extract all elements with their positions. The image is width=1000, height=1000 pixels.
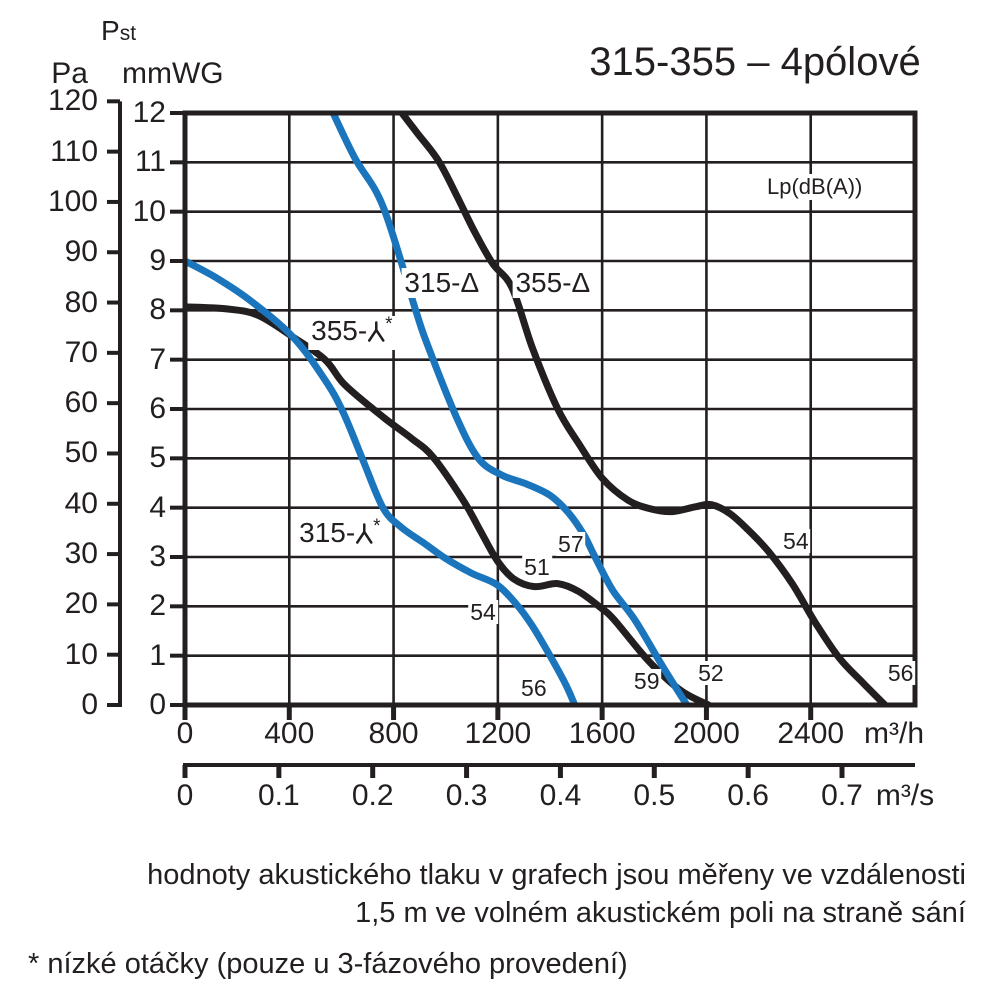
pa-axis-unit-label: Pa <box>51 57 88 90</box>
m3h-tick-label: 1200 <box>464 717 532 750</box>
pa-tick-label: 60 <box>64 386 98 420</box>
mmwg-tick-label: 9 <box>149 244 166 277</box>
page-title: 315-355 – 4pólové <box>589 40 921 84</box>
mmwg-tick-label: 5 <box>149 441 166 475</box>
pst-main: P <box>101 15 120 46</box>
pa-tick-label: 70 <box>64 335 98 369</box>
curve-label-355-wye: 355- * <box>308 314 396 351</box>
curve-355-delta <box>397 113 889 705</box>
gridlines <box>185 113 915 705</box>
mmwg-tick-label: 0 <box>149 688 166 721</box>
m3s-tick-label: 0.1 <box>257 779 300 812</box>
m3h-tick-label: 2400 <box>777 717 845 750</box>
m3s-tick-label: 0.6 <box>727 779 769 812</box>
m3h-tick-label: 1600 <box>568 717 636 750</box>
mmwg-tick-label: 2 <box>149 589 166 623</box>
mmwg-tick-label: 11 <box>134 145 166 179</box>
curve-label-315-delta: 315-Δ <box>401 267 483 298</box>
wye-connection-icon <box>367 321 385 342</box>
m3s-tick-label: 0.3 <box>445 779 488 812</box>
curve-315-delta <box>329 113 691 705</box>
noise-level-label-315-delta: 59 <box>631 667 662 694</box>
m3h-tick-label: 2000 <box>673 717 740 750</box>
mmwg-tick-label: 8 <box>149 293 166 327</box>
mmwg-tick-label: 12 <box>132 96 166 129</box>
noise-level-label-355-delta: 54 <box>781 527 811 554</box>
curve-355-wye <box>185 303 712 705</box>
pa-tick-label: 110 <box>50 134 98 168</box>
curve-315-wye <box>185 257 579 705</box>
m3s-tick-label: 0.7 <box>821 779 863 812</box>
noise-level-label-355-delta: 56 <box>885 659 916 686</box>
noise-level-label-315-wye: 56 <box>519 675 549 702</box>
curve-label-355-delta: 355-Δ <box>512 267 594 298</box>
mmwg-tick-label: 3 <box>149 540 166 573</box>
m3h-tick-label: 400 <box>264 717 315 750</box>
pa-tick-label: 0 <box>81 688 98 721</box>
mmwg-tick-label: 4 <box>149 490 166 524</box>
pa-tick-label: 80 <box>64 285 98 319</box>
pa-tick-label: 120 <box>47 84 98 118</box>
pa-tick-label: 30 <box>64 537 98 571</box>
pa-tick-label: 20 <box>64 587 98 621</box>
mmwg-tick-label: 7 <box>149 342 166 376</box>
noise-level-label-355-wye: 52 <box>696 659 726 686</box>
pst-quantity-label: Pst <box>101 16 136 49</box>
pa-tick-label: 50 <box>64 436 98 470</box>
pst-subscript: st <box>119 22 137 45</box>
wye-connection-icon <box>355 523 373 544</box>
noise-level-unit-label: Lp(dB(A)) <box>764 174 866 200</box>
m3h-tick-label: 0 <box>176 717 194 750</box>
pa-tick-label: 100 <box>47 184 98 218</box>
pa-tick-label: 90 <box>64 235 98 269</box>
m3s-tick-label: 0 <box>176 779 194 812</box>
axis-ticks <box>107 99 915 778</box>
note-line-1: hodnoty akustického tlaku v grafech jsou… <box>147 859 966 891</box>
low-speed-footnote: * nízké otáčky (pouze u 3-fázového prove… <box>28 948 628 980</box>
m3s-tick-label: 0.4 <box>539 779 582 812</box>
mmwg-tick-label: 1 <box>149 638 166 672</box>
noise-level-label-315-wye: 54 <box>468 598 498 625</box>
fan-curves <box>185 113 889 705</box>
pa-tick-label: 40 <box>64 486 98 520</box>
m3s-tick-label: 0.2 <box>351 779 394 812</box>
m3h-unit-label: m³/h <box>864 717 924 750</box>
pa-tick-label: 10 <box>64 637 98 671</box>
noise-level-label-315-delta: 57 <box>556 531 586 558</box>
noise-level-label-355-wye: 51 <box>522 553 552 580</box>
m3s-unit-label: m³/s <box>875 779 935 812</box>
mmwg-tick-label: 6 <box>149 392 166 425</box>
m3s-tick-label: 0.5 <box>633 779 676 812</box>
curve-label-315-wye: 315- * <box>296 516 384 552</box>
mmwg-tick-label: 10 <box>132 194 166 228</box>
acoustic-measurement-note: hodnoty akustického tlaku v grafech jsou… <box>26 856 966 932</box>
mmwg-axis-unit-label: mmWG <box>122 57 224 90</box>
note-line-2: 1,5 m ve volném akustickém poli na stran… <box>355 897 966 929</box>
m3h-tick-label: 800 <box>368 717 419 750</box>
